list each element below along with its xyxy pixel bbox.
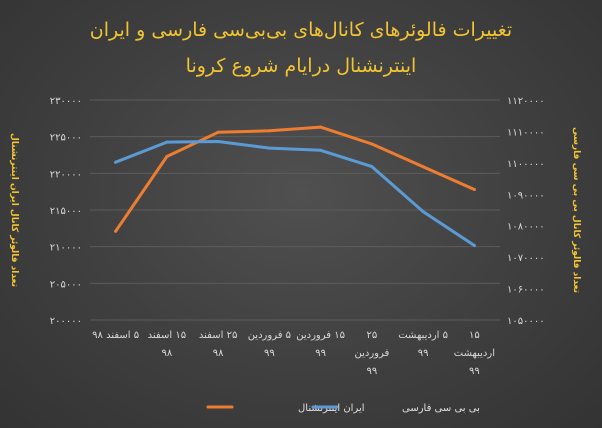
right-tick-label: ۱۰۵۰۰۰۰ <box>507 316 545 327</box>
left-tick-label: ۲۱۵۰۰۰ <box>50 206 82 217</box>
right-tick-label: ۱۰۷۰۰۰۰ <box>507 253 545 264</box>
data-point <box>472 187 476 191</box>
data-point <box>370 142 374 146</box>
category-label: ۱۵ اسفند ۹۸ <box>148 330 186 359</box>
data-point <box>421 165 425 169</box>
series-line-0 <box>114 125 476 233</box>
left-tick-label: ۲۰۰۰۰۰ <box>50 316 82 327</box>
category-label: ۲۵ اسفند ۹۸ <box>199 330 237 359</box>
data-point <box>421 210 425 214</box>
left-axis-title: تعداد فالوئر کانال ایران اینترنشنال <box>9 133 19 287</box>
right-tick-label: ۱۰۸۰۰۰۰ <box>507 222 545 233</box>
category-label: ۱۵ اردیبهشت ۹۹ <box>454 330 495 377</box>
legend-label-1: بی بی سی فارسی <box>402 403 480 414</box>
data-point <box>216 130 220 134</box>
data-point <box>319 125 323 129</box>
data-point <box>472 244 476 248</box>
left-tick-label: ۲۳۰۰۰۰ <box>50 96 82 107</box>
data-point <box>267 129 271 133</box>
data-point <box>370 165 374 169</box>
category-label: ۵ اسفند ۹۸ <box>92 330 139 341</box>
data-point <box>267 146 271 150</box>
data-point <box>114 229 118 233</box>
category-label: ۱۵ فروردین ۹۹ <box>296 330 345 359</box>
chart-title-line-2: اینترنشنال درایام شروع کرونا <box>186 55 417 77</box>
right-tick-label: ۱۱۰۰۰۰۰ <box>507 159 545 170</box>
series-line-1 <box>114 140 476 247</box>
right-tick-label: ۱۰۶۰۰۰۰ <box>507 285 545 296</box>
chart-title-line-1: تغییرات فالوئرهای کانال‌های بی‌بی‌سی فار… <box>90 19 512 41</box>
left-tick-label: ۲۲۵۰۰۰ <box>50 133 82 144</box>
category-label: ۵ اردیبهشت ۹۹ <box>398 330 448 359</box>
right-tick-label: ۱۰۹۰۰۰۰ <box>507 190 545 201</box>
data-point <box>319 148 323 152</box>
data-point <box>165 154 169 158</box>
data-point <box>114 160 118 164</box>
left-tick-label: ۲۱۰۰۰۰ <box>50 243 82 254</box>
category-label: ۵ فروردین ۹۹ <box>248 330 291 359</box>
data-point <box>216 139 220 143</box>
category-label: ۲۵ فروردین ۹۹ <box>354 330 389 377</box>
right-tick-label: ۱۱۱۰۰۰۰ <box>507 127 545 138</box>
data-point <box>165 140 169 144</box>
right-axis-title: تعداد فالوئر کانال بی بی سی فارسی <box>571 127 581 293</box>
left-tick-label: ۲۲۰۰۰۰ <box>50 169 82 180</box>
left-tick-label: ۲۰۵۰۰۰ <box>50 279 82 290</box>
right-tick-label: ۱۱۲۰۰۰۰ <box>507 96 545 107</box>
